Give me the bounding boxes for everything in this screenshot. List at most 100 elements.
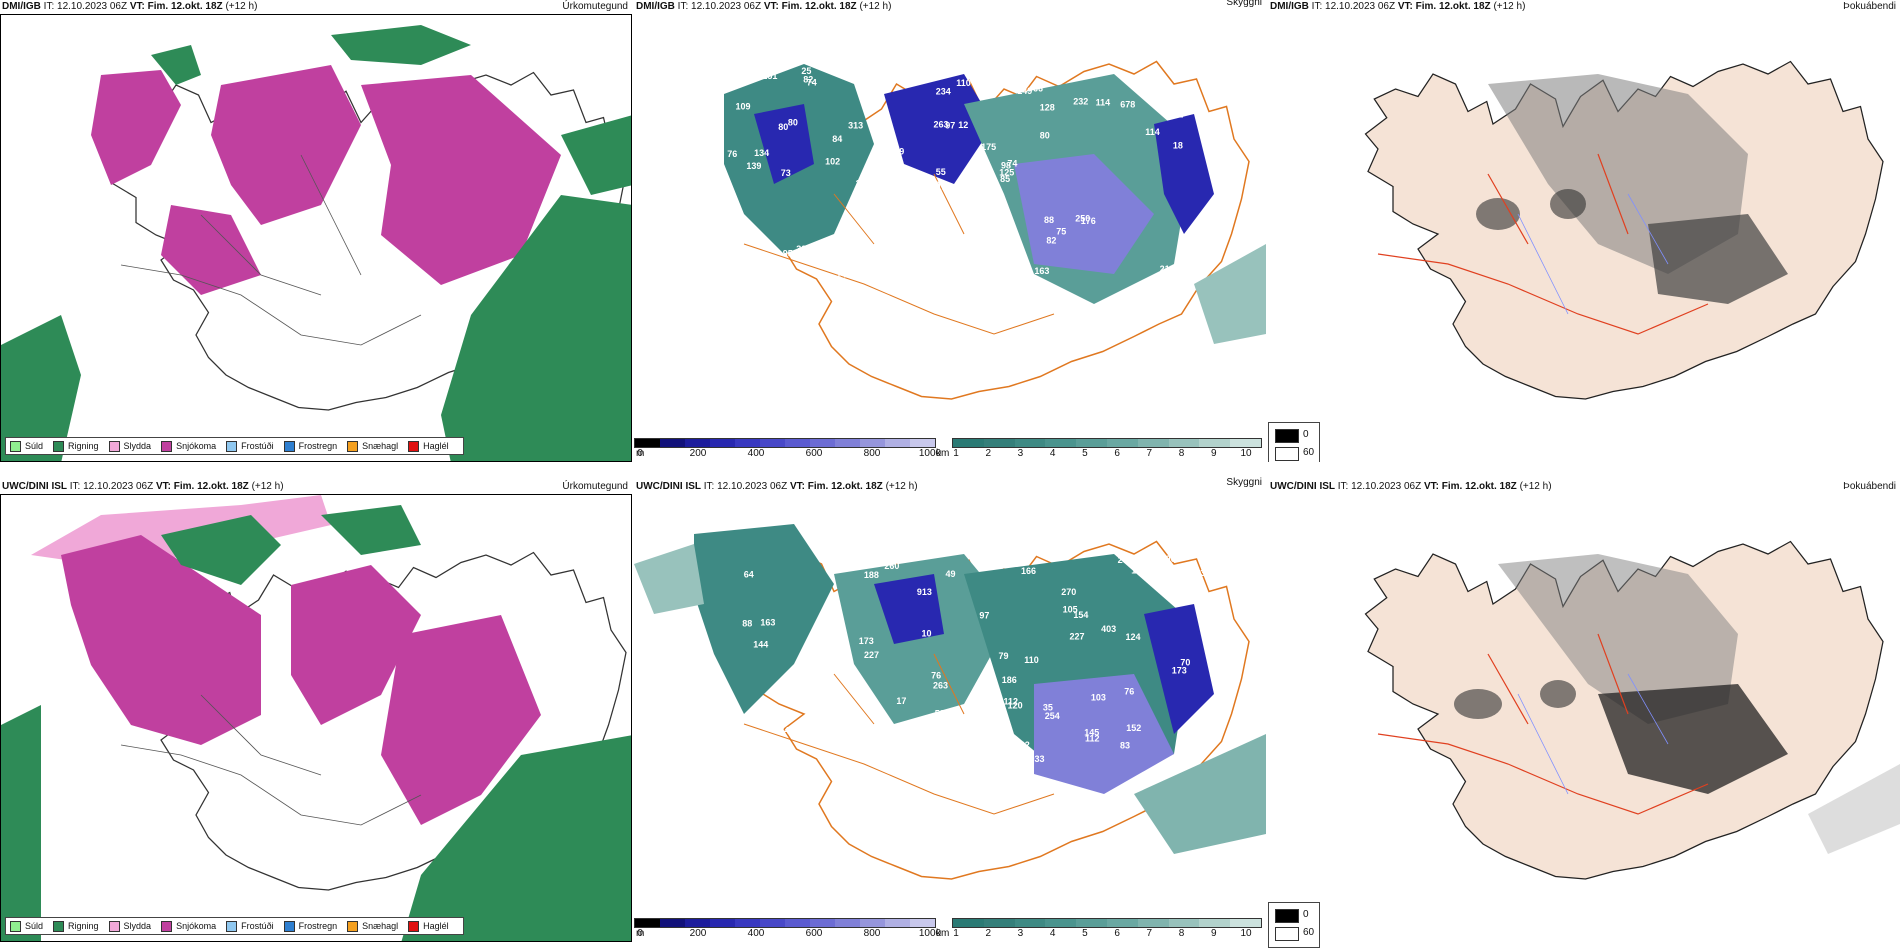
visibility-label: 448	[761, 279, 776, 289]
visibility-label: 225	[940, 738, 955, 748]
visibility-map-bottom: 933 188 136 123 403 362 173 227 263 98 84 88 76 112 22…	[634, 524, 1266, 880]
visibility-label: 147	[858, 246, 873, 256]
visibility-label: 66	[1033, 84, 1043, 94]
legend-item: Snjókoma	[161, 920, 216, 932]
colorbar-cell	[785, 919, 810, 927]
visibility-label: 25	[801, 66, 811, 76]
visibility-labels: 109 80 115 204 98 147 66 12 128 87 74 71 73 71 192 80 68…	[727, 66, 1183, 304]
visibility-label: 84	[779, 726, 789, 736]
colorbar-cell	[660, 439, 685, 447]
colorbar-cell	[1199, 919, 1231, 927]
header-fog-top: DMI/IGB IT: 12.10.2023 06Z VT: Fim. 12.o…	[1270, 1, 1896, 12]
visibility-label: 74	[1007, 158, 1017, 168]
rain-area	[161, 515, 281, 585]
km-unit: km	[936, 928, 950, 939]
visibility-label: 35	[1043, 703, 1053, 713]
visibility-labels: 933 188 136 123 403 362 173 227 263 98 84 88 76 112 22…	[742, 554, 1205, 766]
colorbar-tick: 200	[689, 928, 707, 939]
visibility-label: 678	[1120, 100, 1135, 110]
legend-swatch	[347, 920, 359, 932]
colorbar-tick: 6	[1114, 448, 1120, 459]
visibility-map-top: 109 80 115 204 98 147 66 12 128 87 74 71 73 71 192 80 68…	[724, 60, 1266, 400]
visibility-label: 70	[1180, 657, 1190, 667]
visibility-label: 120	[1008, 700, 1023, 710]
fog-legend-bottom: 0 60	[1268, 902, 1320, 948]
visibility-label: 68	[804, 293, 814, 303]
fog-swatch	[1275, 429, 1299, 443]
visibility-label: 260	[884, 561, 899, 571]
colorbar-cell	[983, 439, 1015, 447]
legend-swatch	[53, 920, 65, 932]
fog-swatch	[1275, 927, 1299, 941]
visibility-label: 163	[1190, 568, 1205, 578]
visibility-label: 82	[803, 75, 813, 85]
colorbar-cell	[860, 919, 885, 927]
header-precip-top: DMI/IGB IT: 12.10.2023 06Z VT: Fim. 12.o…	[2, 1, 628, 12]
visibility-label: 173	[859, 636, 874, 646]
visibility-label: 80	[1040, 131, 1050, 141]
legend-item: Haglél	[408, 920, 449, 932]
colorbar-cell	[1076, 919, 1107, 927]
legend-swatch	[108, 440, 120, 452]
visibility-label: 79	[999, 651, 1009, 661]
visibility-label: 109	[736, 102, 751, 112]
visibility-label: 140	[836, 269, 851, 279]
visibility-label: 362	[1015, 740, 1030, 750]
visibility-label: 112	[1004, 697, 1019, 707]
legend-label: Frostregn	[298, 441, 338, 451]
visibility-label: 54	[976, 257, 986, 267]
km-ticks: 1 2 3 4 5 6 7 8 9 10	[952, 928, 1262, 940]
visibility-label: 55	[936, 167, 946, 177]
legend-swatch	[226, 920, 238, 932]
visibility-label: 276	[985, 72, 1000, 82]
legend-label: Rigning	[68, 921, 99, 931]
legend-label: Súld	[25, 441, 44, 451]
fog-area	[1550, 189, 1586, 219]
colorbar-tick: 0	[637, 448, 643, 459]
legend-item: Snæhagl	[347, 440, 398, 452]
visibility-label: 933	[1030, 754, 1045, 764]
visibility-label: 176	[1081, 216, 1096, 226]
colorbar-tick: 400	[747, 928, 765, 939]
cloud-area	[1014, 154, 1154, 274]
fog-map-bottom	[1364, 540, 1900, 880]
road-lines	[1377, 633, 1709, 815]
rain-area	[561, 115, 631, 195]
legend-label: Slydda	[123, 441, 152, 451]
visibility-label: 71	[1173, 110, 1183, 120]
visibility-label: 173	[1172, 665, 1187, 675]
road-lines	[120, 154, 422, 346]
fog-area	[1476, 198, 1520, 230]
colorbar-cell	[635, 439, 660, 447]
height-unit: m	[636, 928, 645, 939]
colorbar-tick: 4	[1049, 448, 1056, 459]
legend-item: Frostúði	[226, 440, 274, 452]
legend-label: Frostúði	[241, 921, 274, 931]
visibility-label: 84	[832, 134, 842, 144]
colorbar-tick: 600	[805, 928, 823, 939]
visibility-label: 83	[1120, 741, 1130, 751]
colorbar-cell	[885, 439, 910, 447]
river-lines	[1517, 673, 1669, 795]
fog-panel-bottom: 0 60	[1268, 494, 1900, 950]
colorbar-cell	[1230, 439, 1261, 447]
visibility-label: 58	[876, 148, 886, 158]
colorbar-cell	[885, 919, 910, 927]
colorbar-cell	[1106, 439, 1138, 447]
visibility-label: 179	[889, 147, 904, 157]
snow-area	[381, 615, 541, 825]
precip-panel-bottom: Súld Rigning Slydda Snjókoma Frostúði Frostre…	[0, 494, 632, 942]
visibility-label: 13	[989, 696, 999, 706]
visibility-label: 166	[1021, 566, 1036, 576]
visibility-label: 913	[917, 587, 932, 597]
visibility-label: 82	[1046, 236, 1056, 246]
visibility-label: 110	[1024, 655, 1039, 665]
visibility-label: 149	[1017, 86, 1032, 96]
colorbar-cell	[760, 439, 785, 447]
fog-legend-top: 0 60	[1268, 422, 1320, 462]
legend-label: Haglél	[423, 921, 449, 931]
visibility-label: 191	[828, 633, 843, 643]
precip-map-bottom	[1, 495, 631, 941]
visibility-label: 102	[825, 157, 840, 167]
road-lines	[743, 173, 1055, 335]
